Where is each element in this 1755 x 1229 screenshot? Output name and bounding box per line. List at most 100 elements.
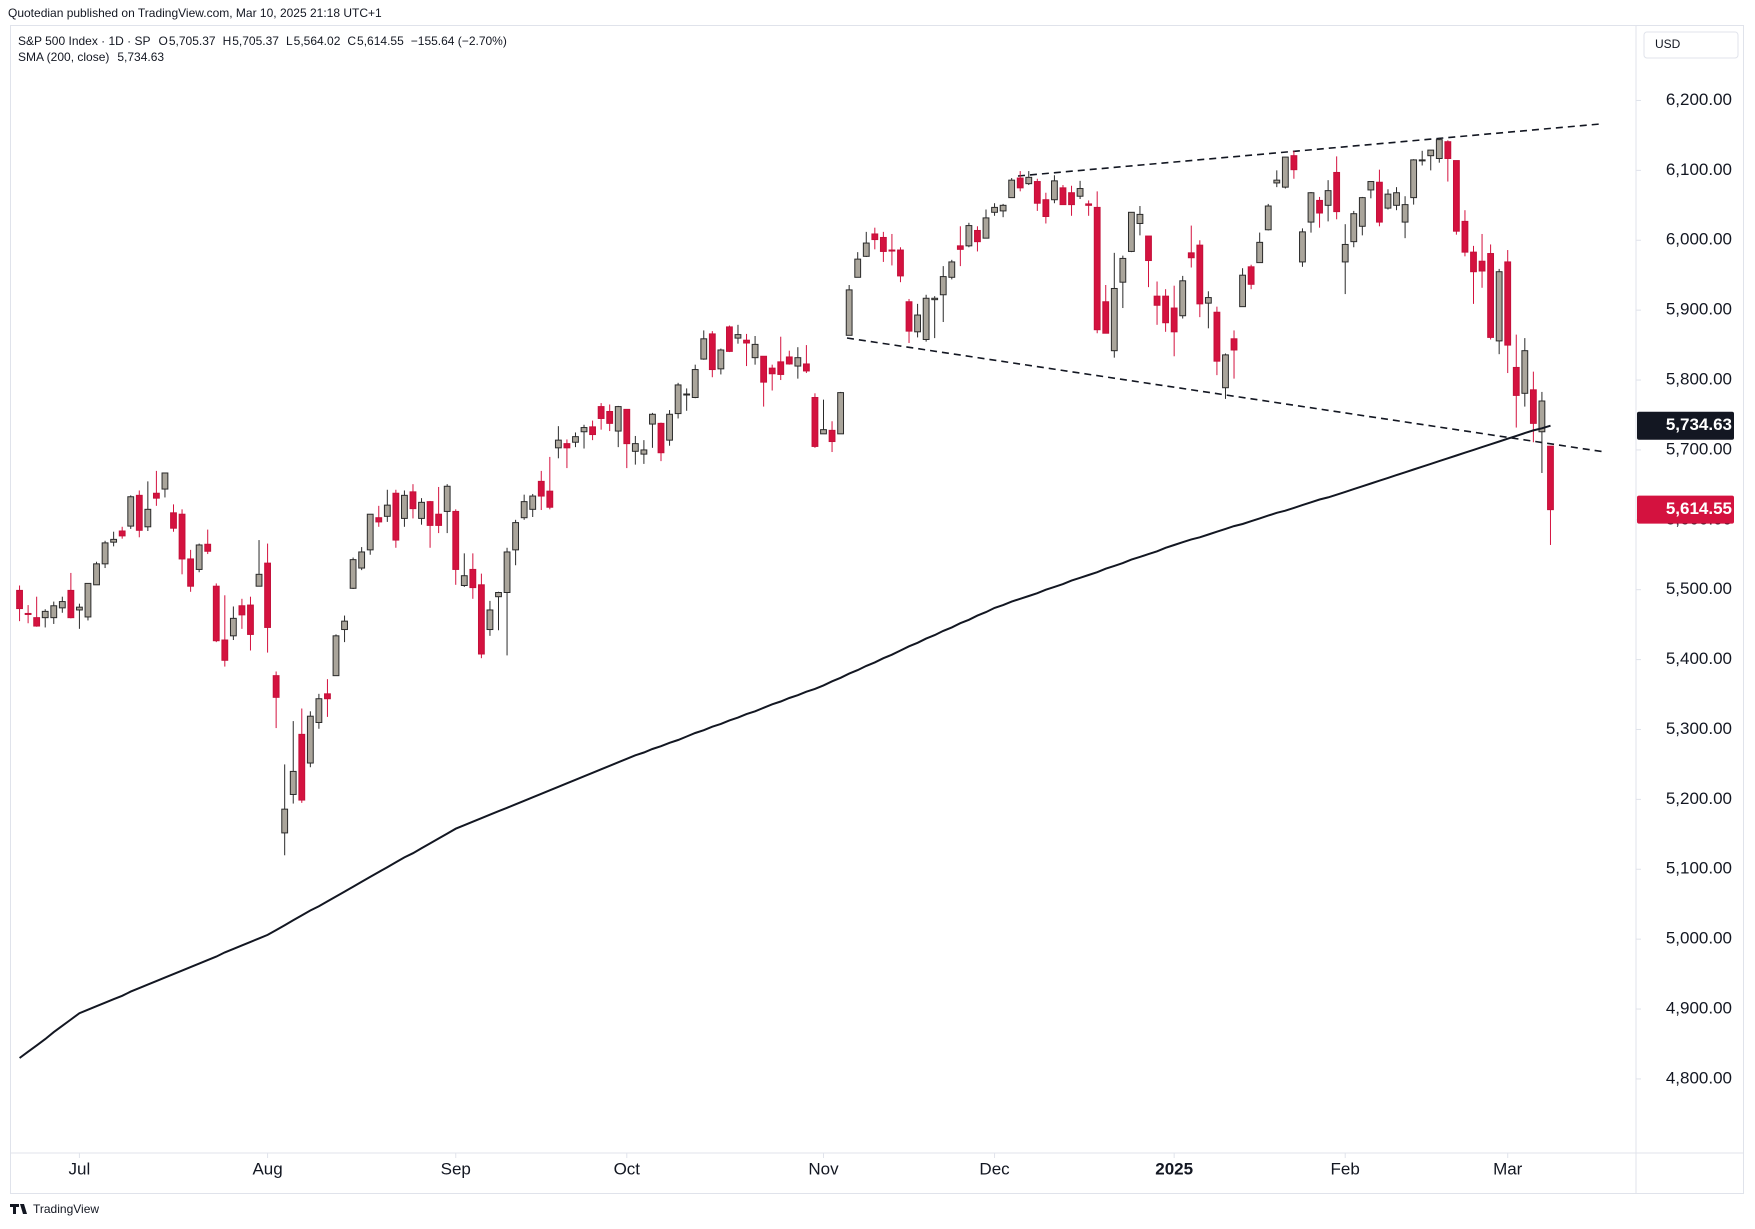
candle — [375, 505, 383, 527]
candle-body — [24, 612, 32, 615]
candle-body — [418, 501, 425, 519]
candle-body — [520, 501, 528, 519]
candle — [1119, 255, 1127, 309]
candle — [495, 591, 502, 631]
candle — [1179, 275, 1187, 319]
currency-box[interactable] — [1643, 31, 1739, 59]
candle — [1264, 203, 1272, 231]
candle-body — [443, 485, 451, 512]
candle-body — [1204, 297, 1212, 304]
candle-body — [529, 495, 537, 510]
candle — [879, 231, 887, 262]
candle-body — [1025, 176, 1033, 185]
candle-body — [1504, 261, 1512, 346]
candle — [760, 355, 768, 407]
candle — [306, 711, 314, 768]
candle — [247, 596, 254, 651]
candle-body — [820, 429, 827, 435]
candle-body — [1495, 271, 1503, 342]
candle-body — [1222, 354, 1229, 389]
candle — [1427, 149, 1435, 171]
candle-body — [914, 314, 921, 333]
candle — [1444, 140, 1452, 182]
candle-body — [956, 245, 964, 250]
candle-body — [366, 513, 374, 551]
candle-body — [512, 522, 520, 551]
candle-body — [537, 480, 545, 497]
candle-body — [110, 538, 118, 543]
candle-body — [426, 501, 434, 526]
candle — [1461, 210, 1469, 257]
candle — [546, 456, 554, 510]
symbol: S&P 500 Index · 1D · SP — [18, 34, 151, 48]
candle-body — [1461, 220, 1469, 253]
candle — [152, 470, 160, 506]
candle — [991, 203, 998, 216]
candle — [785, 350, 793, 365]
candle — [272, 671, 280, 729]
candle — [84, 582, 92, 621]
candle — [1358, 196, 1366, 236]
candle-body — [349, 559, 357, 589]
candle-body — [1341, 243, 1349, 263]
candle — [1487, 244, 1495, 340]
candle — [187, 549, 195, 592]
candle — [110, 531, 118, 547]
candle — [623, 408, 631, 469]
candle-body — [666, 413, 673, 441]
candle — [229, 606, 237, 641]
candle — [1153, 281, 1161, 325]
candle — [1435, 137, 1443, 163]
candle — [1495, 268, 1503, 355]
ohlc-key: O — [159, 34, 168, 48]
candle — [802, 345, 810, 374]
x-tick-label: Nov — [808, 1159, 839, 1178]
candle-body — [905, 301, 913, 332]
candle-body — [546, 490, 554, 508]
candle-body — [726, 326, 733, 352]
price-label-box — [1637, 411, 1734, 440]
candle-body — [606, 410, 614, 424]
candle — [170, 504, 177, 532]
candle-body — [1529, 389, 1537, 424]
candle — [33, 596, 41, 627]
candle-body — [1281, 156, 1289, 188]
candle-body — [1427, 149, 1435, 157]
candle-body — [862, 242, 870, 257]
candle-body — [58, 601, 66, 609]
candle — [298, 708, 306, 803]
candle-body — [1085, 203, 1093, 206]
candle-body — [1093, 206, 1101, 331]
candle — [161, 472, 169, 498]
candle — [195, 543, 203, 573]
candle-body — [341, 620, 348, 631]
y-tick-label: 5,500.00 — [1666, 579, 1732, 598]
candle — [708, 331, 716, 378]
y-tick-label: 5,700.00 — [1666, 439, 1732, 458]
candle — [1547, 445, 1554, 545]
candle-body — [965, 225, 973, 247]
candle — [1187, 225, 1195, 268]
candle-body — [50, 605, 58, 619]
candle-body — [572, 436, 579, 443]
candle — [1239, 268, 1246, 308]
candle — [751, 336, 759, 365]
candle-body — [1239, 274, 1246, 308]
candle-body — [1051, 180, 1058, 201]
candle — [93, 561, 100, 586]
candle-body — [554, 439, 562, 449]
candle — [204, 529, 212, 555]
candle — [888, 233, 896, 266]
currency[interactable]: USD — [1655, 37, 1681, 51]
candle — [1299, 228, 1306, 267]
candle — [1384, 189, 1392, 210]
candle-body — [1418, 159, 1426, 162]
candle — [999, 203, 1007, 218]
candle — [854, 252, 862, 278]
candle — [1213, 306, 1221, 376]
candle-body — [229, 617, 237, 637]
candle-body — [837, 392, 845, 435]
candle — [1401, 196, 1409, 239]
candle-body — [743, 339, 750, 344]
